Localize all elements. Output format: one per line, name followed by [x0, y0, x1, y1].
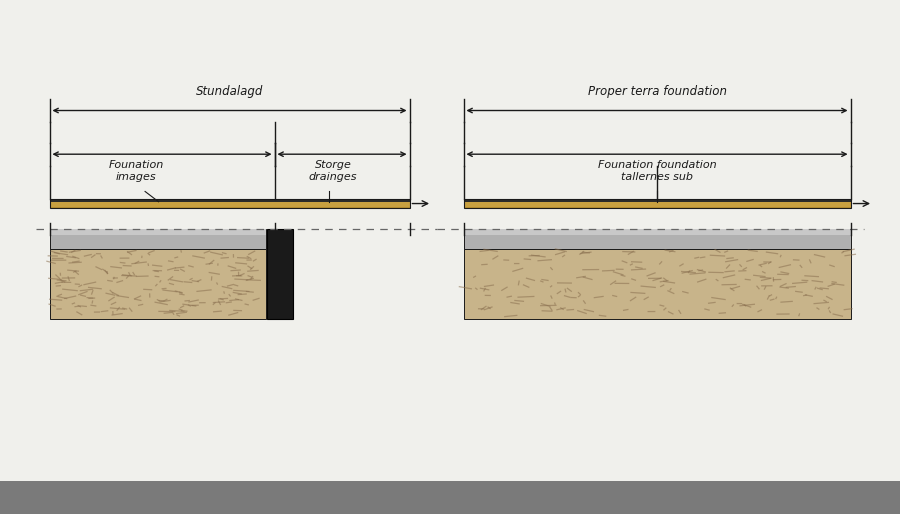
Bar	[50, 207, 410, 208]
Bar	[464, 249, 850, 319]
Bar	[464, 199, 850, 208]
Bar	[50, 229, 266, 249]
Bar	[50, 199, 410, 201]
Text: Founation foundation
tallernes sub: Founation foundation tallernes sub	[598, 160, 716, 182]
Bar	[0, 481, 900, 514]
Text: Founation
images: Founation images	[109, 160, 164, 182]
Bar	[464, 201, 850, 207]
Text: Proper terra foundation: Proper terra foundation	[588, 85, 726, 98]
Bar	[267, 229, 293, 319]
Text: Storge
drainges: Storge drainges	[309, 160, 357, 182]
Bar	[50, 229, 266, 235]
Bar	[464, 207, 850, 208]
Text: Stundalagd: Stundalagd	[196, 85, 263, 98]
Bar	[50, 199, 410, 208]
Bar	[464, 199, 850, 201]
Bar	[50, 201, 410, 207]
Bar	[464, 229, 850, 235]
Bar	[464, 229, 850, 249]
Bar	[50, 249, 266, 319]
